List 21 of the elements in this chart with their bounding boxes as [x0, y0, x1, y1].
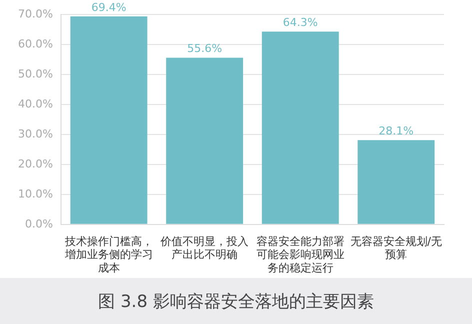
bar: [262, 32, 339, 224]
x-tick-label: 技术操作门槛高，增加业务侧的学习成本: [64, 234, 153, 274]
y-tick-label: 10.0%: [18, 187, 53, 200]
bar: [70, 16, 148, 224]
y-tick-label: 20.0%: [18, 157, 53, 170]
x-tick-label: 容器安全能力部署可能会影响现网业务的稳定运行: [256, 234, 344, 274]
x-tick-label: 价值不明显，投入产出比不明确: [160, 234, 249, 262]
bar: [358, 140, 435, 224]
data-label: 55.6%: [187, 42, 222, 56]
y-tick-label: 0.0%: [24, 217, 53, 230]
bar: [166, 58, 244, 224]
y-tick-label: 40.0%: [18, 97, 53, 110]
y-tick-label: 60.0%: [18, 37, 53, 50]
y-tick-label: 50.0%: [18, 67, 53, 80]
data-label: 28.1%: [378, 124, 414, 138]
x-tick-label: 无容器安全规划/无预算: [350, 234, 442, 262]
y-tick-label: 30.0%: [18, 127, 53, 140]
y-tick-label: 70.0%: [18, 7, 53, 20]
data-label: 69.4%: [91, 0, 126, 14]
data-label: 64.3%: [282, 16, 318, 30]
text: 图 3.8 影响容器安全落地的主要因素: [0, 278, 472, 324]
